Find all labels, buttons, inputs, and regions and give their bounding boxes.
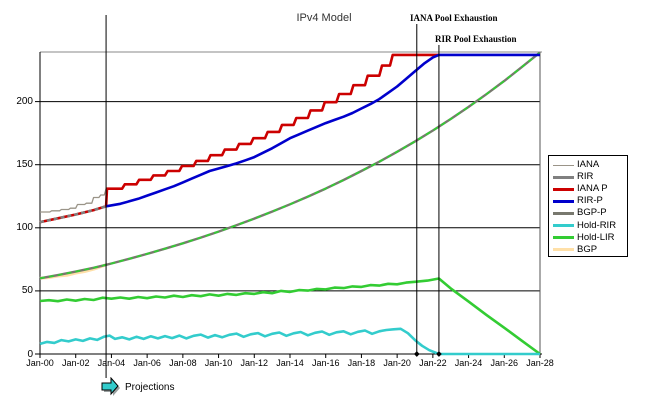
legend-item-bgp-p: BGP-P (549, 207, 627, 219)
x-tick-label-Jan-20: Jan-20 (383, 358, 411, 368)
x-tick-label-Jan-28: Jan-28 (526, 358, 554, 368)
x-tick-label-Jan-16: Jan-16 (311, 358, 340, 368)
series-line-rir-p (105, 53, 540, 208)
legend-item-hold-rir: Hold-RIR (549, 219, 627, 231)
marker-base-rir-exhaustion (436, 351, 442, 357)
y-tick-label-200: 200 (16, 96, 33, 108)
x-tick-label-Jan-10: Jan-10 (204, 358, 233, 368)
arrow-body (101, 377, 119, 396)
series-line-iana (40, 188, 107, 213)
legend-swatch-iana (553, 164, 574, 166)
legend-item-iana-p: IANA P (549, 183, 627, 195)
series-line-hold-rir (39, 327, 540, 356)
legend-item-bgp: BGP (549, 244, 627, 256)
legend-label-iana: IANA (577, 159, 600, 171)
legend-swatch-hold-rir (553, 224, 574, 228)
legend-label-rir: RIR (577, 171, 594, 183)
series-line-rir (39, 205, 107, 224)
x-tick-label-Jan-00: Jan-00 (26, 358, 54, 368)
series-line-bgp-p-overlay (39, 51, 541, 280)
legend-swatch-bgp (553, 248, 574, 252)
legend-swatch-hold-lir (553, 236, 574, 240)
legend-swatch-bgp-p (553, 211, 574, 215)
legend-swatch-iana-p (553, 187, 574, 191)
legend: IANA RIR IANA P RIR-P BGP-P Hold-RIR Hold-LIR B… (548, 155, 628, 257)
legend-item-rir: RIR (549, 171, 627, 183)
legend-label-rir-p: RIR-P (577, 195, 603, 207)
x-tick-label-Jan-06: Jan-06 (133, 358, 161, 368)
legend-item-iana: IANA (549, 159, 627, 171)
x-tick-label-Jan-24: Jan-24 (454, 358, 483, 368)
legend-item-rir-p: RIR-P (549, 195, 627, 207)
y-tick-label-150: 150 (16, 159, 33, 171)
marker-base-iana-exhaustion (413, 351, 420, 357)
annotation-rir-pool-exhaustion: RIR Pool Exhaustion (435, 34, 517, 44)
x-tick-label-Jan-22: Jan-22 (419, 358, 447, 368)
x-tick-label-Jan-04: Jan-04 (97, 358, 126, 368)
x-tick-label-Jan-26: Jan-26 (490, 358, 519, 368)
legend-swatch-rir (553, 175, 574, 179)
legend-label-iana-p: IANA P (577, 183, 608, 195)
legend-label-bgp-p: BGP-P (577, 207, 607, 219)
x-tick-label-Jan-02: Jan-02 (61, 358, 90, 368)
projection-arrow-icon (101, 377, 120, 396)
x-tick-label-Jan-12: Jan-12 (240, 358, 269, 368)
series-line-bgp-p (39, 51, 541, 280)
legend-label-bgp: BGP (577, 243, 598, 255)
y-tick-label-100: 100 (16, 222, 33, 234)
y-tick-label-0: 0 (27, 348, 33, 360)
legend-item-hold-lir: Hold-LIR (549, 232, 627, 244)
legend-swatch-rir-p (553, 199, 574, 203)
x-tick-label-Jan-18: Jan-18 (347, 358, 376, 368)
legend-label-hold-lir: Hold-LIR (577, 231, 615, 243)
projections-callout: Projections (101, 377, 174, 398)
series-line-iana-p (39, 53, 439, 224)
y-tick-label-50: 50 (21, 285, 33, 297)
annotation-iana-pool-exhaustion: IANA Pool Exhaustion (410, 13, 498, 23)
projections-label: Projections (125, 382, 175, 393)
legend-label-hold-rir: Hold-RIR (577, 219, 617, 231)
chart-title: IPv4 Model (296, 12, 352, 24)
x-tick-label-Jan-08: Jan-08 (169, 358, 197, 368)
x-tick-label-Jan-14: Jan-14 (276, 358, 304, 368)
series-line-hold-lir (39, 277, 541, 356)
